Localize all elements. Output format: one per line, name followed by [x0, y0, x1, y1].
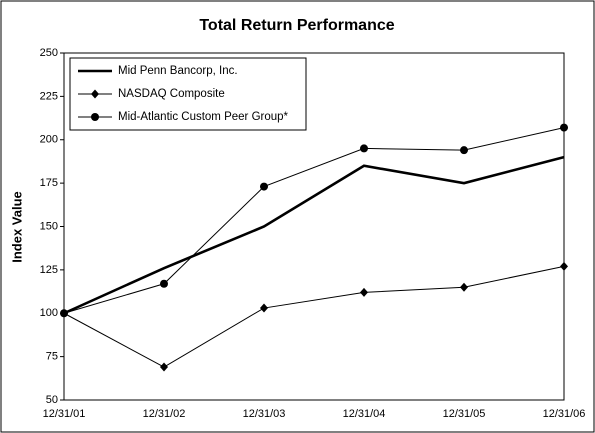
x-tick-label: 12/31/02: [143, 408, 186, 420]
diamond-marker: [260, 303, 268, 313]
series-line: [63, 155, 565, 315]
y-axis-label: Index Value: [9, 191, 24, 263]
y-tick-label: 175: [40, 177, 58, 189]
y-tick-label: 75: [46, 351, 58, 363]
circle-marker: [560, 123, 568, 132]
circle-marker: [360, 144, 368, 153]
diamond-marker: [160, 362, 168, 372]
diamond-marker: [560, 261, 568, 271]
legend-marker: [91, 113, 99, 121]
circle-marker: [60, 309, 68, 318]
y-tick-label: 125: [40, 264, 58, 276]
y-tick-label: 225: [40, 90, 58, 102]
legend-label: Mid Penn Bancorp, Inc.: [118, 65, 238, 77]
y-tick-label: 200: [40, 134, 58, 146]
legend-marker: [91, 89, 99, 99]
x-tick-label: 12/31/04: [343, 408, 386, 420]
chart-title: Total Return Performance: [199, 17, 394, 34]
y-tick-label: 250: [40, 47, 58, 59]
x-tick-label: 12/31/06: [543, 408, 586, 420]
legend-label: Mid-Atlantic Custom Peer Group*: [118, 111, 289, 123]
series-line: [63, 265, 565, 368]
series-line: [63, 127, 565, 314]
y-tick-label: 50: [46, 394, 58, 406]
legend-label: NASDAQ Composite: [118, 88, 225, 100]
y-tick-label: 100: [40, 307, 58, 319]
circle-marker: [160, 279, 168, 288]
circle-marker: [260, 182, 268, 191]
y-tick-label: 150: [40, 220, 58, 232]
diamond-marker: [460, 282, 468, 292]
x-tick-label: 12/31/03: [243, 408, 286, 420]
x-tick-label: 12/31/05: [443, 408, 486, 420]
circle-marker: [460, 146, 468, 155]
diamond-marker: [360, 287, 368, 297]
x-tick-label: 12/31/01: [43, 408, 86, 420]
